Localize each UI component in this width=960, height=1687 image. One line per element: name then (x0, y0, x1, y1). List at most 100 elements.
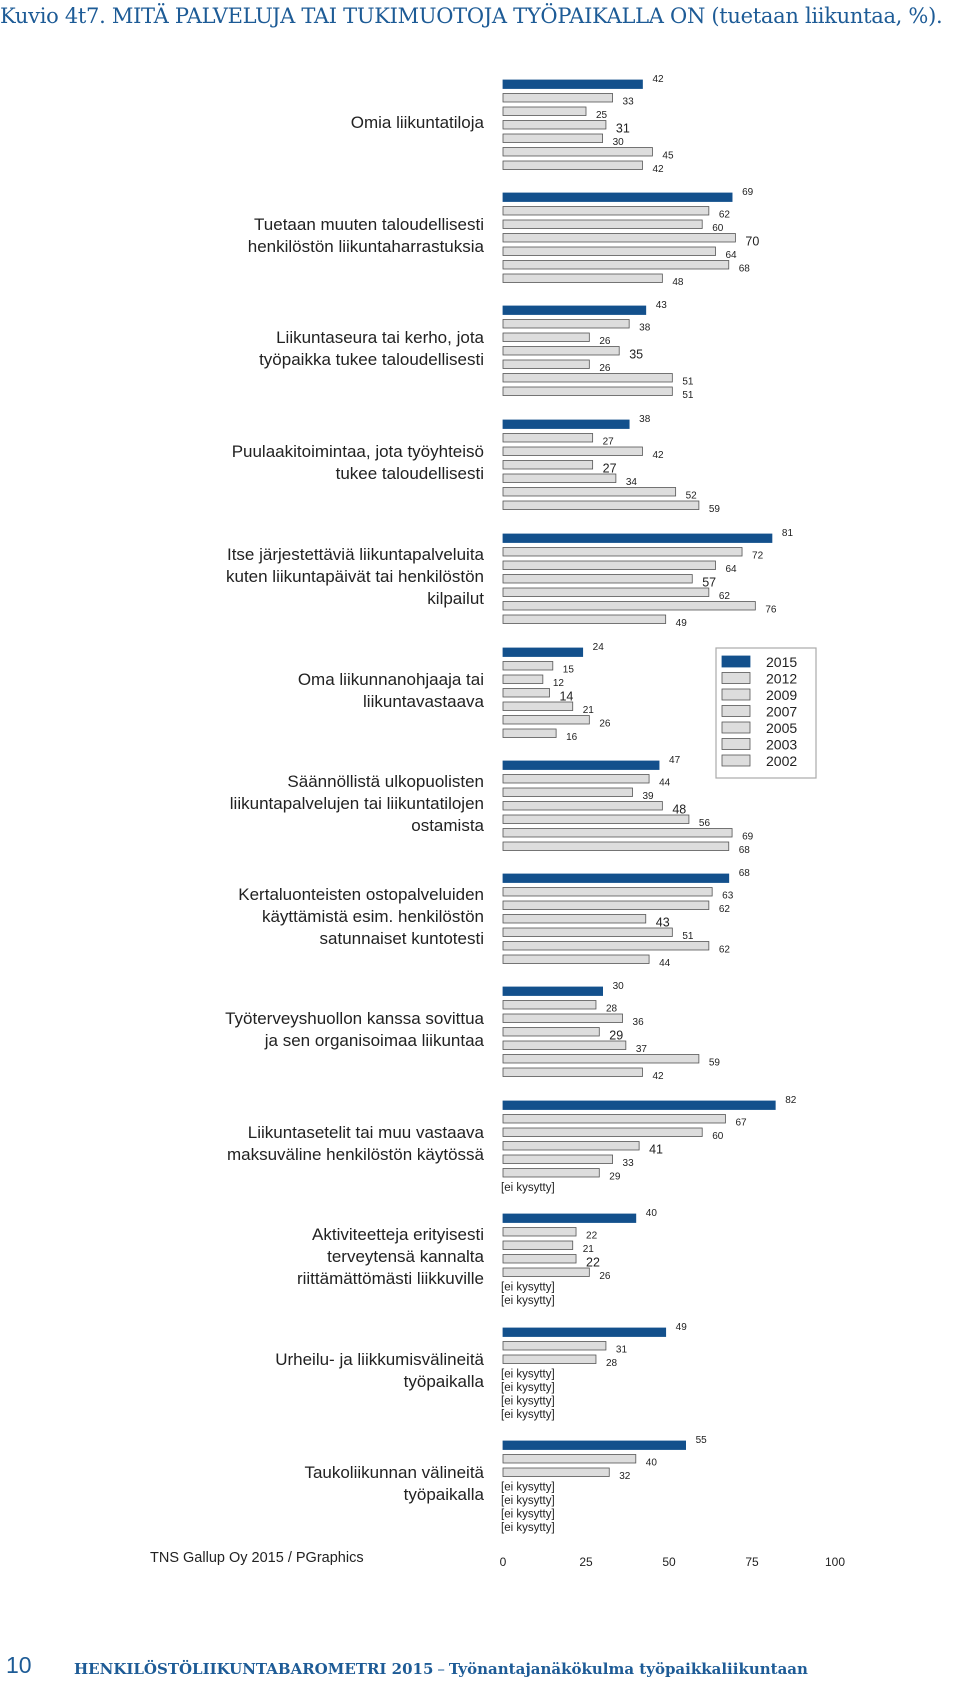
category-label: Oma liikunnanohjaaja tai (298, 670, 484, 689)
bar-2007 (502, 574, 693, 584)
bar-2009 (502, 106, 587, 116)
bar-2005 (502, 1154, 613, 1164)
bar-2009 (502, 332, 590, 342)
bar-2002 (502, 386, 673, 396)
bar-2009 (502, 219, 703, 229)
legend-swatch-2005 (721, 721, 751, 734)
bar-2005 (502, 814, 690, 824)
bar-2003 (502, 1168, 600, 1178)
data-label: 47 (669, 755, 681, 766)
data-label: 44 (659, 958, 671, 969)
bar-2003 (502, 260, 730, 270)
category-label: ja sen organisoimaa liikuntaa (264, 1031, 485, 1050)
data-label: 29 (609, 1029, 623, 1043)
data-label: 42 (652, 164, 664, 175)
data-label: 26 (599, 1271, 611, 1282)
legend-swatch-2015 (721, 655, 751, 668)
not-asked-label: [ei kysytty] (501, 1369, 555, 1381)
category-label: riittämättömästi liikkuville (297, 1269, 484, 1288)
data-label: 42 (652, 450, 664, 461)
bar-2003 (502, 487, 677, 497)
bar-2009 (502, 446, 643, 456)
data-label: 28 (606, 1004, 618, 1015)
legend-swatch-2007 (721, 705, 751, 717)
legend-label: 2009 (766, 687, 797, 703)
category-label: työpaikalla (404, 1485, 485, 1504)
bar-2007 (502, 233, 736, 243)
data-label: 21 (583, 1244, 595, 1255)
category-label: Kertaluonteisten ostopalveluiden (238, 885, 484, 904)
legend-label: 2012 (766, 671, 797, 687)
bar-2012 (502, 319, 630, 329)
data-label: 28 (606, 1358, 618, 1369)
bar-2003 (502, 147, 653, 157)
data-label: 38 (639, 323, 651, 334)
bar-2005 (502, 133, 603, 143)
bar-2005 (502, 1040, 627, 1050)
data-label: 60 (712, 1131, 724, 1142)
category-label: Urheilu- ja liikkumisvälineitä (275, 1350, 484, 1369)
bar-2012 (502, 1000, 597, 1010)
bar-2003 (502, 1054, 700, 1064)
bar-2015 (502, 986, 603, 996)
data-label: 68 (739, 264, 751, 275)
category-label: Itse järjestettäviä liikuntapalveluita (227, 545, 485, 564)
category-label: satunnaiset kuntotesti (320, 929, 484, 948)
bar-2002 (502, 728, 557, 738)
x-tick-label: 0 (500, 1555, 507, 1569)
data-label: 40 (646, 1458, 658, 1469)
legend-box (715, 647, 817, 779)
data-label: 48 (672, 277, 684, 288)
bar-2007 (502, 346, 620, 356)
chart-title: Kuvio 4t7. MITÄ PALVELUJA TAI TUKIMUOTOJ… (0, 4, 943, 28)
data-label: 64 (725, 250, 737, 261)
data-label: 14 (559, 690, 573, 704)
bar-2009 (502, 1013, 623, 1023)
bar-2009 (502, 1127, 703, 1137)
bar-2007 (502, 914, 647, 924)
category-label: Liikuntaseura tai kerho, jota (276, 328, 484, 347)
data-label: 68 (739, 868, 751, 879)
legend-label: 2015 (766, 654, 797, 670)
bar-2009 (502, 1354, 597, 1364)
bar-2015 (502, 1213, 637, 1223)
source-credit: TNS Gallup Oy 2015 / PGraphics (150, 1550, 364, 1566)
data-label: 24 (593, 642, 605, 653)
bar-2015 (502, 305, 647, 315)
bar-2009 (502, 560, 716, 570)
data-label: 41 (649, 1143, 663, 1157)
bar-2009 (502, 1240, 574, 1250)
bar-2002 (502, 954, 650, 964)
category-label: työpaikalla (404, 1372, 485, 1391)
bar-2002 (502, 500, 700, 510)
bar-2003 (502, 715, 590, 725)
legend-label: 2003 (766, 737, 797, 753)
data-label: 82 (785, 1095, 797, 1106)
data-label: 33 (623, 97, 635, 108)
legend-label: 2005 (766, 720, 797, 736)
data-label: 81 (782, 528, 794, 539)
category-label: terveytensä kannalta (327, 1247, 484, 1266)
bar-2012 (502, 93, 613, 103)
data-label: 27 (603, 437, 615, 448)
data-label: 57 (702, 576, 716, 590)
data-label: 62 (719, 591, 731, 602)
not-asked-label: [ei kysytty] (501, 1509, 555, 1521)
data-label: 72 (752, 551, 764, 562)
data-label: 62 (719, 210, 731, 221)
data-label: 62 (719, 904, 731, 915)
bar-2005 (502, 473, 617, 483)
bar-2007 (502, 1141, 640, 1151)
data-label: 32 (619, 1471, 631, 1482)
data-label: 30 (613, 137, 625, 148)
data-label: 67 (735, 1118, 747, 1129)
category-label: liikuntavastaava (363, 692, 485, 711)
not-asked-label: [ei kysytty] (501, 1482, 555, 1494)
data-label: 37 (636, 1044, 648, 1055)
data-label: 39 (642, 791, 654, 802)
data-label: 63 (722, 891, 734, 902)
category-label: kuten liikuntapäivät tai henkilöstön (226, 567, 484, 586)
bar-2012 (502, 1454, 637, 1464)
category-label: Liikuntasetelit tai muu vastaava (248, 1123, 485, 1142)
data-label: 31 (616, 122, 630, 136)
